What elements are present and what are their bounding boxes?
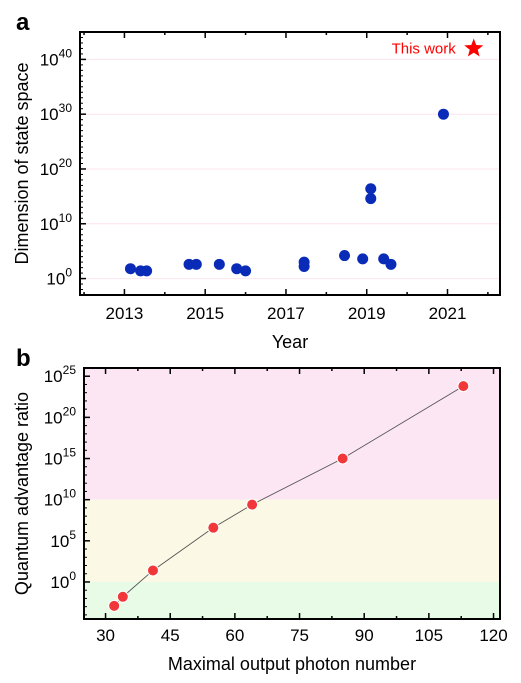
panel-a-label: a	[16, 9, 30, 36]
y-tick-label: 1015	[44, 446, 77, 469]
data-point	[365, 183, 377, 195]
data-point	[141, 265, 153, 277]
panel-b: b 100 105 1010 1015 1020 1025 30 45 60 75 90 105 120 M…	[12, 345, 508, 674]
y-tick-label: 1030	[40, 101, 73, 124]
x-tick-label: 30	[96, 626, 115, 645]
x-tick-label: 120	[479, 626, 507, 645]
y-tick-label: 1010	[44, 487, 77, 510]
y-axis-label: Dimension of state space	[12, 62, 32, 264]
y-tick-label: 1040	[40, 46, 73, 69]
x-tick-label: 2015	[186, 304, 224, 323]
data-point	[437, 108, 449, 120]
data-point	[124, 263, 136, 275]
regime-band	[84, 581, 500, 619]
x-tick-label: 45	[161, 626, 180, 645]
panel-a: a 100 1010 1020 1030 1040 2013 2015 2017 2019 2021…	[12, 9, 501, 352]
data-point	[246, 498, 259, 511]
panel-b-label: b	[16, 345, 31, 372]
x-tick-label: 2017	[267, 304, 305, 323]
data-point	[457, 380, 470, 393]
y-tick-label: 105	[50, 528, 76, 551]
x-tick-label: 2021	[429, 304, 467, 323]
y-tick-label: 1020	[44, 404, 77, 427]
y-tick-label: 1025	[44, 363, 77, 386]
data-point	[336, 452, 349, 465]
x-tick-label: 2019	[348, 304, 386, 323]
x-tick-label: 2013	[106, 304, 144, 323]
x-axis-label: Year	[272, 332, 308, 352]
data-point	[298, 256, 310, 268]
data-point	[357, 253, 369, 265]
y-tick-label: 1020	[40, 156, 73, 179]
y-tick-label: 100	[50, 569, 76, 592]
regime-band	[84, 499, 500, 582]
data-point	[213, 258, 225, 270]
data-point	[365, 193, 377, 205]
x-tick-label: 90	[355, 626, 374, 645]
x-tick-label: 75	[290, 626, 309, 645]
data-point	[108, 599, 121, 612]
this-work-star	[464, 38, 484, 57]
data-point	[116, 590, 129, 603]
data-point	[231, 263, 243, 275]
x-axis-label: Maximal output photon number	[168, 654, 416, 674]
data-point	[339, 250, 351, 262]
plot-frame	[83, 367, 501, 620]
plot-frame	[79, 31, 501, 296]
y-tick-label: 100	[46, 266, 72, 289]
data-point	[240, 265, 252, 277]
x-tick-label: 105	[415, 626, 443, 645]
y-tick-label: 1010	[40, 211, 73, 234]
x-tick-label: 60	[225, 626, 244, 645]
data-point	[207, 521, 220, 534]
y-axis-label: Quantum advantage ratio	[12, 392, 32, 595]
data-point	[385, 258, 397, 270]
regime-band	[84, 368, 500, 500]
this-work-label: This work	[392, 40, 457, 57]
data-point	[190, 258, 202, 270]
data-point	[146, 564, 159, 577]
